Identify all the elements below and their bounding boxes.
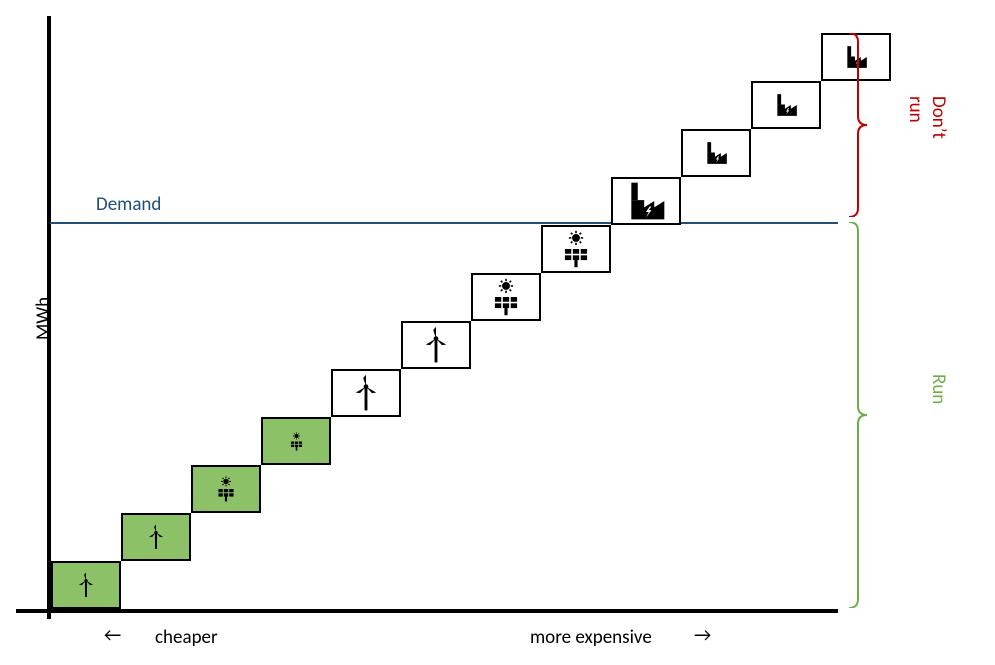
run-label: Run [927,374,950,404]
step-box-6 [401,321,471,369]
demand-label: Demand [96,193,161,216]
step-box-1 [51,561,121,609]
cheaper-label: cheaper [155,626,218,649]
dont-run-label: Don’t run [904,96,950,141]
step-box-4 [261,417,331,465]
solar-icon [287,432,306,451]
step-box-2 [121,513,191,561]
step-box-8 [541,225,611,273]
step-box-11 [751,81,821,129]
merit-order-diagram: MWh Demand cheaper more expensive ← → Ru… [0,0,995,665]
solar-icon [557,230,595,268]
wind-icon [347,374,385,412]
factory-icon [703,140,729,166]
factory-icon [773,92,799,118]
wind-icon [73,572,99,598]
dont-run-brace [843,33,871,217]
more-expensive-label: more expensive [530,626,652,649]
step-box-7 [471,273,541,321]
y-axis-label: MWh [32,297,55,340]
step-box-5 [331,369,401,417]
wind-icon [143,524,169,550]
step-box-10 [681,129,751,177]
run-brace [843,222,871,608]
x-axis [16,609,838,613]
arrow-left-icon: ← [104,624,121,647]
demand-line [50,222,838,224]
solar-icon [213,476,239,502]
factory-icon [624,179,668,223]
arrow-right-icon: → [694,624,711,647]
wind-icon [417,326,455,364]
step-box-3 [191,465,261,513]
step-box-9 [611,177,681,225]
solar-icon [487,278,525,316]
